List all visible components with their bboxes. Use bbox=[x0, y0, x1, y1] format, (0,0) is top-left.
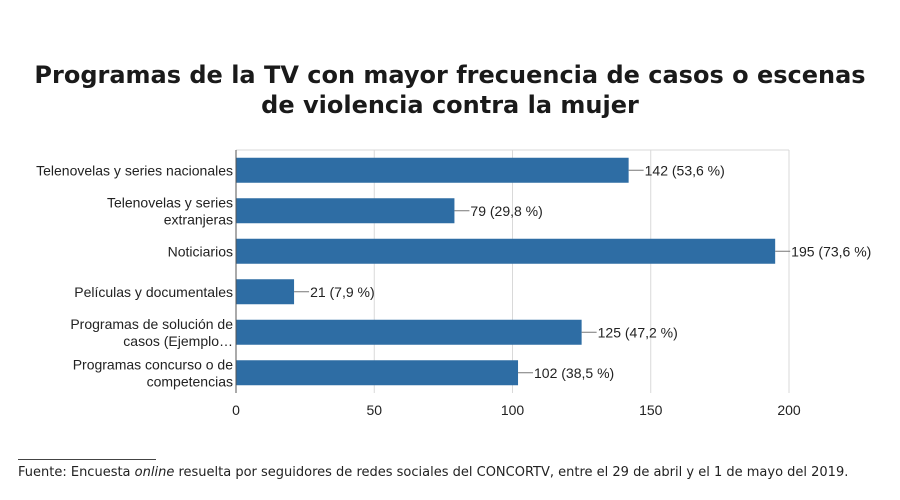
x-tick-label: 150 bbox=[639, 402, 663, 418]
source-note: Fuente: Encuesta online resuelta por seg… bbox=[18, 465, 848, 480]
category-label: Programas concurso o de bbox=[73, 356, 234, 372]
bar bbox=[236, 279, 295, 305]
data-label: 195 (73,6 %) bbox=[791, 243, 871, 259]
source-suffix: resuelta por seguidores de redes sociale… bbox=[174, 465, 849, 480]
x-tick-label: 0 bbox=[232, 402, 240, 418]
category-label: Noticiarios bbox=[168, 243, 233, 259]
x-tick-label: 200 bbox=[777, 402, 801, 418]
bar bbox=[236, 157, 629, 183]
x-tick-label: 50 bbox=[366, 402, 382, 418]
category-label: Programas de solución de bbox=[70, 316, 233, 332]
bar bbox=[236, 238, 776, 264]
category-label: extranjeras bbox=[164, 211, 233, 227]
bar bbox=[236, 360, 519, 386]
bar bbox=[236, 319, 582, 345]
data-label: 142 (53,6 %) bbox=[645, 162, 725, 178]
source-emphasis: online bbox=[134, 465, 175, 480]
category-label: competencias bbox=[147, 373, 233, 389]
category-label: Telenovelas y series nacionales bbox=[36, 162, 233, 178]
chart-title-line-2: de violencia contra la mujer bbox=[261, 91, 639, 119]
footnote-divider bbox=[18, 459, 156, 460]
chart-title: Programas de la TV con mayor frecuencia … bbox=[0, 60, 900, 120]
category-label: Películas y documentales bbox=[74, 284, 233, 300]
data-label: 125 (47,2 %) bbox=[598, 324, 678, 340]
source-prefix: Fuente: Encuesta bbox=[18, 465, 135, 480]
category-label: Telenovelas y series bbox=[107, 194, 233, 210]
bar bbox=[236, 198, 455, 224]
category-label: casos (Ejemplo… bbox=[123, 333, 233, 349]
data-label: 79 (29,8 %) bbox=[470, 203, 542, 219]
data-label: 102 (38,5 %) bbox=[534, 365, 614, 381]
chart-title-line-1: Programas de la TV con mayor frecuencia … bbox=[34, 61, 866, 89]
x-tick-label: 100 bbox=[501, 402, 525, 418]
data-label: 21 (7,9 %) bbox=[310, 284, 375, 300]
bar-chart: 0 50 100 150 200 142 (53,6 %) Telenovelas y se… bbox=[36, 149, 871, 418]
